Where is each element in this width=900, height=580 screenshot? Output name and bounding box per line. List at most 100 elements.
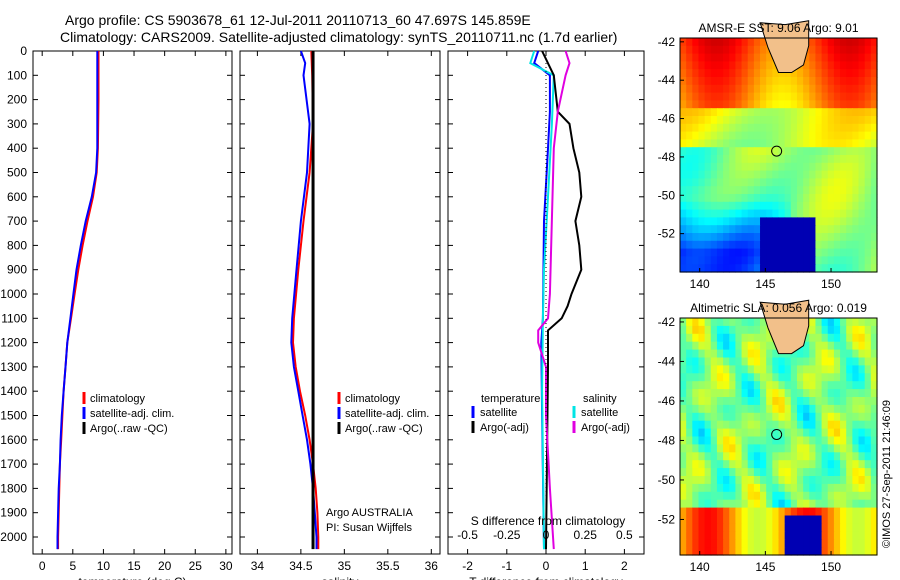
heatmap-cell (815, 325, 823, 335)
heatmap-cell (833, 248, 841, 257)
heatmap-cell (723, 318, 730, 327)
heatmap-cell (760, 217, 767, 226)
heatmap-cell (723, 523, 730, 532)
heatmap-cell (840, 100, 847, 109)
heatmap-cell (846, 240, 853, 250)
heatmap-cell (803, 108, 810, 117)
heatmap-cell (815, 468, 823, 477)
heatmap-cell (815, 256, 823, 265)
heatmap-cell (680, 404, 687, 414)
heatmap-cell (704, 452, 712, 461)
heatmap-cell (704, 264, 712, 273)
heatmap-cell (680, 539, 687, 548)
heatmap-cell (784, 147, 792, 156)
heatmap-cell (809, 404, 817, 414)
heatmap-cell (784, 108, 792, 117)
heatmap-cell (846, 264, 853, 273)
heatmap-cell (796, 69, 804, 78)
heatmap-cell (760, 92, 767, 101)
heatmap-cell (772, 365, 780, 374)
heatmap-cell (840, 225, 847, 234)
heatmap-cell (692, 77, 700, 86)
heatmap-cell (784, 162, 792, 172)
heatmap-cell (852, 162, 860, 172)
heatmap-cell (766, 264, 773, 273)
heatmap-cell (840, 162, 847, 172)
heatmap-cell (803, 365, 810, 374)
heatmap-cell (716, 491, 724, 501)
heatmap-cell (864, 248, 872, 257)
heatmap-cell (827, 100, 835, 109)
heatmap-cell (753, 108, 761, 117)
heatmap-cell (815, 381, 823, 390)
heatmap-cell (796, 491, 804, 501)
heatmap-cell (698, 491, 706, 501)
heatmap-cell (852, 123, 860, 133)
heatmap-cell (735, 318, 743, 327)
heatmap-cell (784, 412, 792, 422)
legend-label: climatology (90, 393, 146, 405)
heatmap-cell (680, 69, 687, 78)
heatmap-cell (692, 468, 700, 477)
heatmap-cell (710, 53, 718, 62)
heatmap-cell (735, 84, 743, 94)
heatmap-cell (747, 515, 755, 524)
heatmap-cell (747, 420, 755, 430)
heatmap-cell (735, 365, 743, 374)
heatmap-cell (809, 460, 817, 469)
heatmap-cell (821, 531, 829, 540)
heatmap-cell (723, 123, 730, 133)
heatmap-cell (846, 491, 853, 501)
heatmap-cell (840, 194, 847, 203)
heatmap-cell (858, 515, 866, 524)
heatmap-cell (747, 45, 755, 55)
heatmap-cell (803, 547, 810, 556)
heatmap-cell (870, 381, 878, 390)
heatmap-cell (815, 389, 823, 398)
heatmap-cell (686, 225, 693, 234)
heatmap-cell (809, 264, 817, 273)
heatmap-cell (753, 77, 761, 86)
heatmap-cell (846, 123, 853, 133)
heatmap-cell (778, 162, 786, 172)
heatmap-cell (833, 256, 841, 265)
heatmap-cell (686, 357, 693, 366)
heatmap-cell (753, 116, 761, 125)
heatmap-cell (735, 476, 743, 485)
heatmap-cell (772, 428, 780, 438)
heatmap-cell (821, 225, 829, 234)
heatmap-cell (686, 523, 693, 532)
heatmap-cell (686, 333, 693, 343)
heatmap-cell (827, 69, 835, 78)
heatmap-cell (710, 341, 718, 351)
heatmap-cell (864, 194, 872, 203)
heatmap-cell (692, 123, 700, 133)
heatmap-cell (864, 515, 872, 524)
heatmap-cell (686, 389, 693, 398)
y-tick-label: 500 (7, 165, 27, 179)
heatmap-cell (747, 428, 755, 438)
credit-text: ©IMOS 27-Sep-2011 21:46:09 (881, 400, 893, 548)
heatmap-cell (741, 460, 749, 469)
x-tick-label: 34.5 (289, 559, 313, 573)
heatmap-cell (723, 131, 730, 140)
heatmap-cell (729, 139, 737, 148)
heatmap-cell (729, 420, 737, 430)
heatmap-cell (772, 507, 780, 517)
heatmap-cell (710, 100, 718, 109)
heatmap-cell (790, 264, 798, 273)
heatmap-cell (821, 515, 829, 524)
heatmap-cell (729, 412, 737, 422)
heatmap-cell (766, 452, 773, 461)
heatmap-cell (833, 264, 841, 273)
heatmap-cell (710, 108, 718, 117)
heatmap-cell (803, 539, 810, 548)
heatmap-cell (840, 209, 847, 218)
heatmap-cell (760, 531, 767, 540)
heatmap-cell (723, 108, 730, 117)
heatmap-cell (729, 499, 737, 509)
heatmap-cell (852, 53, 860, 62)
heatmap-cell (833, 233, 841, 242)
heatmap-cell (692, 499, 700, 509)
heatmap-cell (815, 365, 823, 374)
